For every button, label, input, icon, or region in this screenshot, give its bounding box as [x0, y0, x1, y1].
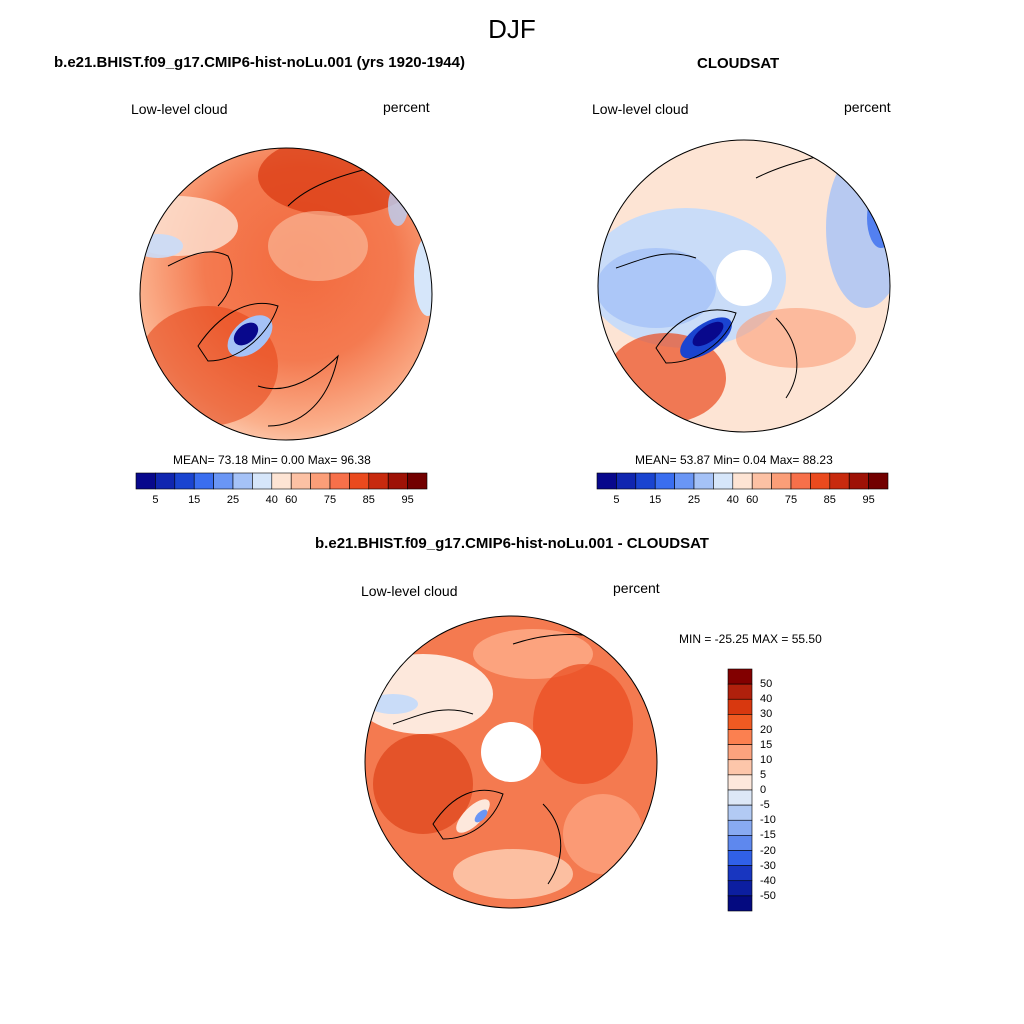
colorbar-swatch — [135, 472, 156, 490]
diff-colorbar — [727, 668, 753, 912]
colorbar-swatch — [213, 472, 234, 490]
panel3-stats: MIN = -25.25 MAX = 55.50 — [679, 632, 822, 646]
colorbar-swatch — [727, 804, 753, 821]
colorbar-swatch — [751, 472, 772, 490]
colorbar-swatch — [232, 472, 253, 490]
colorbar-swatch — [290, 472, 311, 490]
colorbar-swatch — [732, 472, 753, 490]
colorbar-swatch — [349, 472, 370, 490]
colorbar-swatch — [829, 472, 850, 490]
colorbar-tick-label: 95 — [862, 494, 875, 506]
colorbar-tick-label: 15 — [188, 494, 201, 506]
panel1-colorbar-ticks: 5 15 25 40 60 75 85 95 — [136, 494, 427, 508]
colorbar-swatch — [810, 472, 831, 490]
colorbar-swatch — [868, 472, 889, 490]
colorbar-swatch — [727, 880, 753, 897]
colorbar-tick-label: 15 — [760, 738, 773, 751]
colorbar-tick-label: -50 — [760, 889, 776, 902]
colorbar-tick-label: 60 — [746, 494, 759, 506]
colorbar-tick-label: 75 — [784, 494, 798, 506]
colorbar-swatch — [310, 472, 331, 490]
colorbar-swatch — [727, 774, 753, 791]
colorbar-swatch — [727, 683, 753, 700]
colorbar-tick-label: 30 — [760, 708, 773, 721]
colorbar-tick-label: 25 — [687, 494, 701, 506]
panel2-colorbar-ticks: 5 15 25 40 60 75 85 95 — [597, 494, 888, 508]
figure-title: DJF — [488, 14, 536, 44]
colorbar-tick-label: 15 — [649, 494, 662, 506]
panel3-title: b.e21.BHIST.f09_g17.CMIP6-hist-noLu.001 … — [315, 535, 709, 552]
colorbar-swatch — [727, 759, 753, 776]
colorbar-tick-label: 5 — [760, 768, 767, 781]
diff-colorbar-ticks: 50 40 30 20 15 10 5 0 -5 -10 -15 -20 -30 -40 -50 — [760, 669, 800, 911]
colorbar-swatch — [387, 472, 408, 490]
colorbar-swatch — [848, 472, 869, 490]
panel3-polar-map — [364, 615, 658, 909]
panel2-colorbar — [596, 472, 889, 490]
colorbar-swatch — [252, 472, 273, 490]
colorbar-swatch — [271, 472, 292, 490]
colorbar-swatch — [771, 472, 792, 490]
colorbar-swatch — [727, 729, 753, 745]
colorbar-tick-label: 0 — [760, 784, 767, 796]
panel2-stats: MEAN= 53.87 Min= 0.04 Max= 88.23 — [635, 453, 833, 467]
colorbar-tick-label: 95 — [401, 494, 414, 506]
colorbar-swatch — [155, 472, 176, 490]
colorbar-tick-label: 25 — [226, 494, 240, 506]
colorbar-tick-label: -30 — [760, 859, 776, 872]
colorbar-tick-label: 20 — [760, 723, 773, 736]
panel2-polar-map — [597, 139, 891, 433]
panel1-variable-label: Low-level cloud — [131, 101, 228, 117]
colorbar-swatch — [693, 472, 714, 490]
colorbar-swatch — [727, 819, 753, 836]
colorbar-tick-label: 75 — [323, 494, 337, 506]
colorbar-swatch — [727, 668, 753, 685]
colorbar-tick-label: -15 — [760, 829, 776, 842]
colorbar-swatch — [674, 472, 695, 490]
colorbar-tick-label: -40 — [760, 874, 776, 887]
colorbar-swatch — [727, 789, 753, 806]
colorbar-swatch — [727, 865, 753, 882]
panel1-stats: MEAN= 73.18 Min= 0.00 Max= 96.38 — [173, 453, 371, 467]
colorbar-swatch — [596, 472, 617, 490]
colorbar-swatch — [727, 850, 753, 866]
colorbar-tick-label: -20 — [760, 844, 776, 857]
colorbar-swatch — [727, 698, 753, 715]
colorbar-tick-label: 85 — [823, 494, 836, 506]
colorbar-swatch — [368, 472, 389, 490]
panel2-title: CLOUDSAT — [697, 55, 780, 72]
panel3-variable-label: Low-level cloud — [361, 583, 458, 599]
panel1-polar-map — [139, 147, 433, 441]
colorbar-swatch — [654, 472, 675, 490]
colorbar-tick-label: 10 — [760, 753, 773, 766]
panel2-units-label: percent — [844, 99, 891, 115]
panel1-units-label: percent — [383, 99, 430, 115]
colorbar-tick-label: 5 — [613, 494, 620, 506]
colorbar-swatch — [713, 472, 734, 490]
colorbar-swatch — [616, 472, 637, 490]
colorbar-swatch — [407, 472, 428, 490]
panel1-title: b.e21.BHIST.f09_g17.CMIP6-hist-noLu.001 … — [54, 54, 465, 71]
colorbar-tick-label: 50 — [760, 678, 773, 691]
colorbar-tick-label: 40 — [760, 693, 773, 706]
colorbar-swatch — [635, 472, 656, 490]
colorbar-tick-label: -10 — [760, 814, 776, 827]
panel1-colorbar — [135, 472, 428, 490]
colorbar-tick-label: 60 — [285, 494, 298, 506]
colorbar-tick-label: 40 — [726, 494, 739, 506]
colorbar-swatch — [727, 714, 753, 730]
colorbar-swatch — [174, 472, 195, 490]
panel3-units-label: percent — [613, 580, 660, 596]
colorbar-swatch — [727, 895, 753, 912]
colorbar-tick-label: 5 — [152, 494, 159, 506]
colorbar-swatch — [727, 835, 753, 851]
colorbar-tick-label: 85 — [362, 494, 375, 506]
colorbar-swatch — [193, 472, 214, 490]
colorbar-swatch — [790, 472, 811, 490]
panel2-variable-label: Low-level cloud — [592, 101, 689, 117]
colorbar-tick-label: 40 — [265, 494, 278, 506]
colorbar-swatch — [329, 472, 350, 490]
colorbar-tick-label: -5 — [760, 799, 770, 812]
colorbar-swatch — [727, 744, 753, 761]
